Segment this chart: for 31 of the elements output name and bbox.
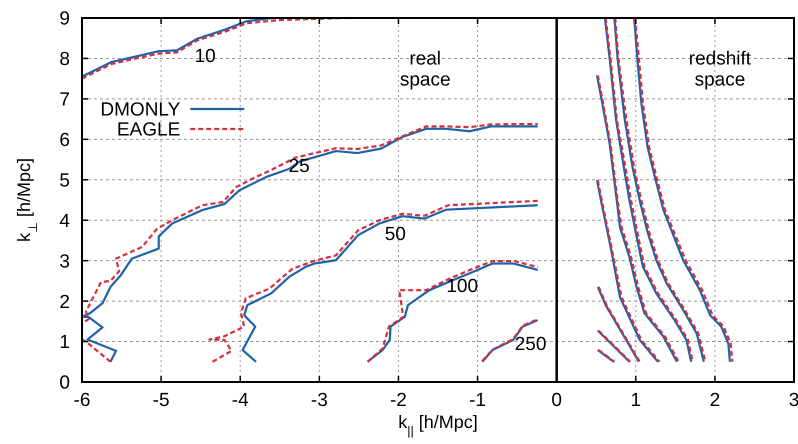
x-tick-label: 2 bbox=[710, 390, 720, 411]
annotation: redshift space bbox=[688, 48, 752, 91]
annotation: 25 bbox=[288, 156, 310, 177]
annotation: 250 bbox=[514, 334, 546, 355]
x-tick-label: -2 bbox=[390, 390, 407, 411]
x-tick-label: -1 bbox=[469, 390, 486, 411]
x-tick-label: -3 bbox=[310, 390, 328, 411]
line-series bbox=[82, 18, 273, 78]
y-tick-label: 4 bbox=[59, 210, 70, 232]
legend-label: EAGLE bbox=[116, 120, 180, 141]
y-tick-label: 6 bbox=[59, 130, 70, 151]
x-tick-label: -4 bbox=[232, 390, 250, 411]
y-tick-label: 0 bbox=[59, 372, 70, 394]
y-tick-label: 9 bbox=[59, 8, 70, 30]
y-tick-label: 8 bbox=[59, 49, 70, 70]
x-tick-label: 3 bbox=[788, 390, 798, 411]
y-tick-label: 7 bbox=[59, 90, 70, 111]
x-tick-label: 0 bbox=[551, 390, 562, 411]
x-axis-title: k$_{||}$ [h/Mpc] bbox=[398, 412, 478, 438]
annotation: real space bbox=[400, 48, 451, 91]
annotation: 10 bbox=[194, 46, 216, 68]
x-tick-label: 1 bbox=[630, 390, 642, 411]
annotation: 50 bbox=[384, 224, 406, 246]
y-tick-label: 2 bbox=[59, 292, 70, 313]
y-tick-label: 1 bbox=[59, 332, 70, 354]
x-tick-label: -6 bbox=[74, 390, 90, 411]
legend-label: DMONLY bbox=[100, 100, 181, 121]
y-tick-label: 5 bbox=[59, 170, 70, 192]
x-tick-label: -5 bbox=[152, 390, 170, 411]
y-tick-label: 3 bbox=[59, 251, 70, 272]
annotation: 100 bbox=[446, 276, 478, 298]
